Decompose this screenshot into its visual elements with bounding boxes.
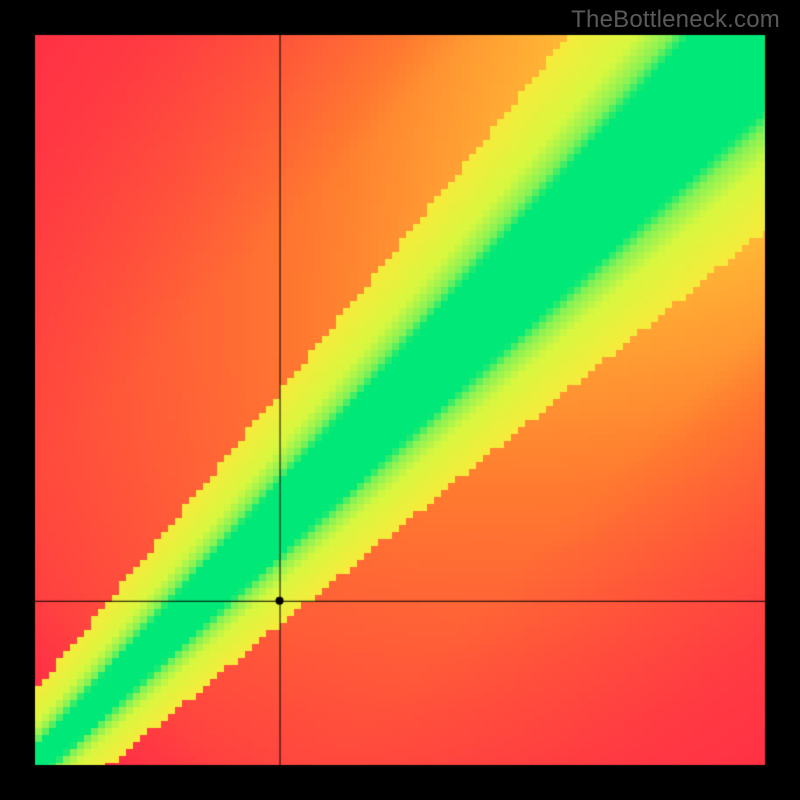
watermark-label: TheBottleneck.com xyxy=(571,6,780,34)
chart-container: TheBottleneck.com xyxy=(0,0,800,800)
bottleneck-heatmap xyxy=(0,0,800,800)
